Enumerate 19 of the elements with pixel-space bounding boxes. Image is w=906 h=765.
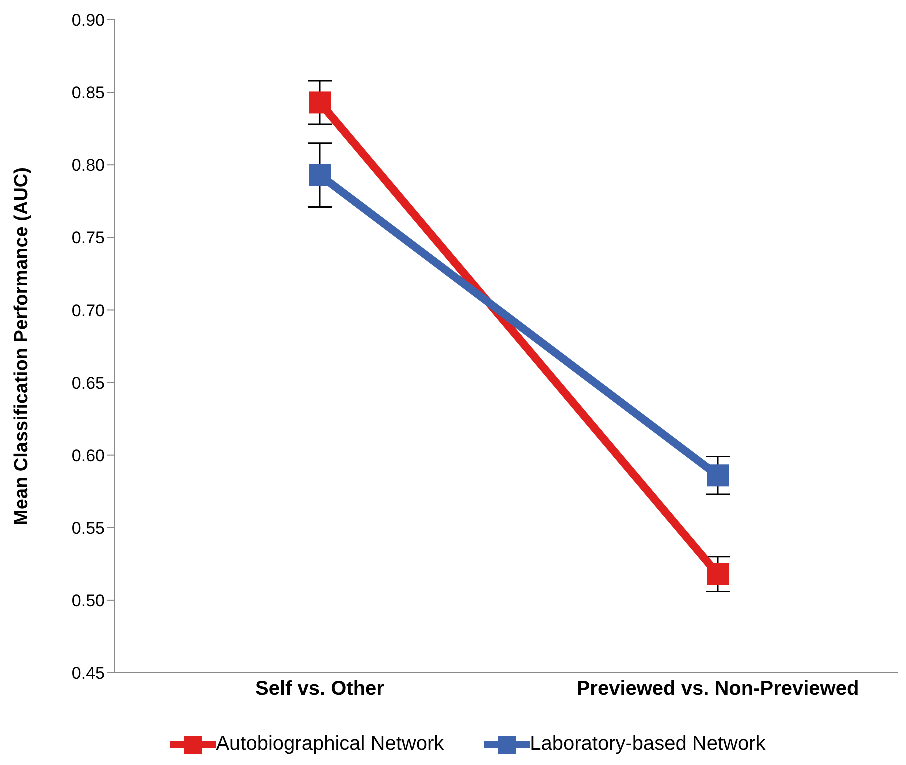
y-tick-label: 0.65 bbox=[72, 374, 105, 393]
x-tick-label: Previewed vs. Non-Previewed bbox=[576, 678, 860, 700]
y-tick-label: 0.70 bbox=[72, 301, 105, 320]
legend-label: Autobiographical Network bbox=[216, 733, 444, 756]
x-tick-label: Self vs. Other bbox=[256, 678, 385, 700]
point bbox=[309, 164, 331, 186]
y-axis-title: Mean Classification Performance (AUC) bbox=[12, 168, 32, 526]
point bbox=[707, 563, 729, 586]
y-tick-label: 0.80 bbox=[72, 156, 105, 176]
point bbox=[309, 92, 331, 114]
y-tick-label: 0.50 bbox=[72, 591, 105, 610]
y-tick-label: 0.85 bbox=[72, 84, 105, 103]
point bbox=[707, 464, 729, 487]
legend-label: Laboratory-based Network bbox=[530, 733, 766, 756]
y-tick-label: 0.55 bbox=[72, 518, 105, 538]
y-tick-label: 0.90 bbox=[72, 11, 105, 30]
y-tick-label: 0.60 bbox=[72, 446, 105, 466]
y-tick-label: 0.75 bbox=[72, 228, 105, 248]
y-tick-label: 0.45 bbox=[72, 664, 105, 684]
